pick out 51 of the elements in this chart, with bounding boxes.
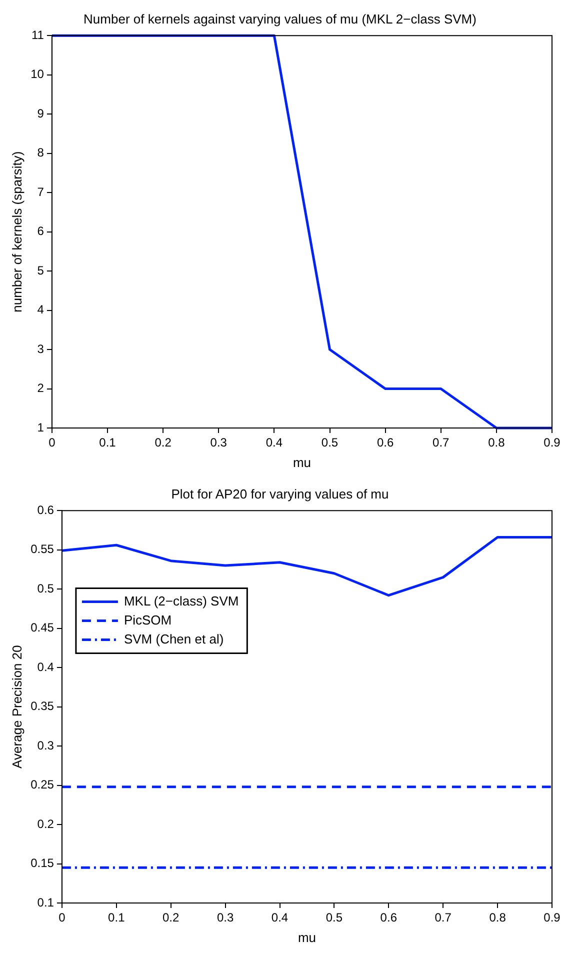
y-axis-title: Average Precision 20 bbox=[9, 645, 24, 768]
x-tick-label: 0 bbox=[58, 910, 66, 925]
x-tick-label: 0.1 bbox=[108, 910, 126, 925]
y-tick-label: 0.15 bbox=[30, 856, 54, 870]
y-tick-label: 0.1 bbox=[37, 895, 54, 910]
y-tick-label: 5 bbox=[37, 263, 44, 278]
y-tick-label: 3 bbox=[37, 342, 44, 356]
chart-title: Number of kernels against varying values of mu (MKL 2−class SVM) bbox=[84, 11, 476, 26]
y-tick-label: 4 bbox=[37, 302, 44, 317]
y-tick-label: 10 bbox=[30, 67, 44, 82]
x-tick-label: 0.7 bbox=[434, 910, 452, 925]
x-tick-label: 0.6 bbox=[376, 436, 394, 450]
legend-label: MKL (2−class) SVM bbox=[124, 593, 239, 608]
y-tick-label: 0.6 bbox=[37, 502, 54, 517]
y-tick-label: 0.35 bbox=[30, 699, 54, 714]
y-tick-label: 0.25 bbox=[30, 778, 54, 792]
x-tick-label: 0.2 bbox=[162, 910, 180, 925]
y-tick-label: 8 bbox=[37, 146, 44, 160]
x-tick-label: 0.5 bbox=[326, 910, 343, 925]
y-tick-label: 0.55 bbox=[30, 542, 54, 556]
x-tick-label: 0.1 bbox=[99, 436, 116, 450]
y-tick-label: 11 bbox=[31, 28, 44, 42]
y-tick-label: 7 bbox=[37, 184, 44, 199]
y-tick-label: 6 bbox=[37, 224, 44, 238]
y-tick-label: 1 bbox=[37, 420, 44, 434]
x-tick-label: 0.2 bbox=[154, 436, 172, 450]
x-tick-label: 0.8 bbox=[488, 436, 506, 450]
x-tick-label: 0 bbox=[48, 436, 56, 450]
x-axis-title: mu bbox=[298, 930, 316, 945]
x-tick-label: 0.8 bbox=[489, 910, 506, 925]
x-tick-label: 0.4 bbox=[266, 436, 283, 450]
y-tick-label: 0.2 bbox=[37, 816, 54, 831]
y-tick-label: 9 bbox=[37, 106, 44, 120]
x-tick-label: 0.9 bbox=[544, 436, 561, 450]
legend-label: SVM (Chen et al) bbox=[124, 631, 224, 646]
y-tick-label: 0.5 bbox=[37, 581, 54, 596]
x-tick-label: 0.3 bbox=[210, 436, 228, 450]
x-tick-label: 0.3 bbox=[216, 910, 234, 925]
y-tick-label: 2 bbox=[37, 381, 44, 396]
y-tick-label: 0.4 bbox=[37, 660, 54, 674]
x-axis-title: mu bbox=[292, 454, 312, 470]
y-axis-title: number of kernels (sparsity) bbox=[9, 151, 24, 312]
x-tick-label: 0.9 bbox=[544, 910, 561, 925]
y-tick-label: 0.3 bbox=[37, 738, 54, 752]
x-tick-label: 0.4 bbox=[271, 910, 288, 925]
x-tick-label: 0.6 bbox=[380, 910, 398, 925]
y-tick-label: 0.45 bbox=[30, 620, 54, 635]
x-tick-label: 0.7 bbox=[432, 436, 450, 450]
legend-label: PicSOM bbox=[124, 612, 172, 628]
x-tick-label: 0.5 bbox=[321, 436, 338, 450]
chart-title: Plot for AP20 for varying values of mu bbox=[171, 486, 389, 502]
